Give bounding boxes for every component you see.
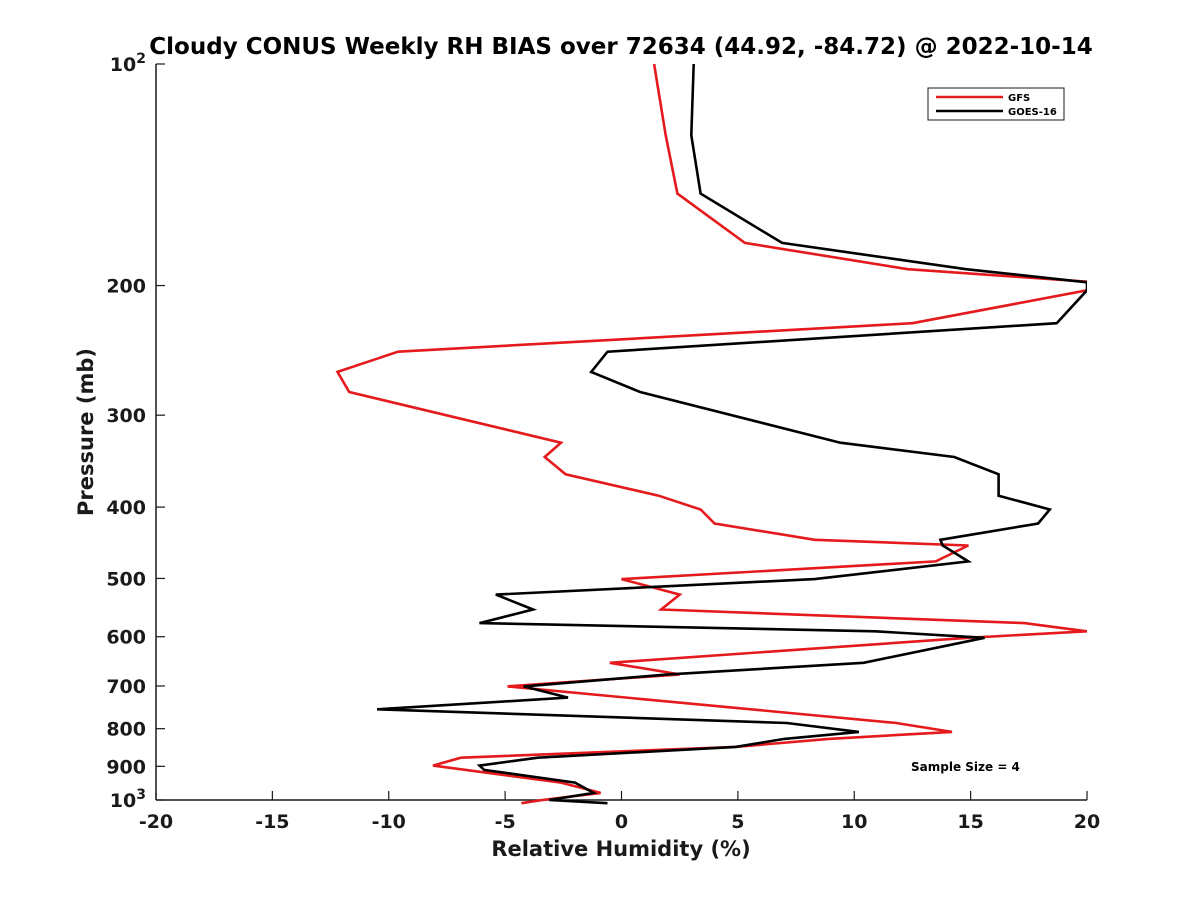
x-axis-label: Relative Humidity (%) — [491, 837, 750, 861]
y-tick-label: 103 — [110, 787, 146, 812]
x-tick-label: -5 — [495, 811, 516, 833]
legend-box — [927, 87, 1065, 121]
x-tick-label: -10 — [372, 811, 406, 833]
legend: GFS GOES-16 — [927, 87, 1065, 121]
x-tick-label: 20 — [1074, 811, 1100, 833]
y-tick-label: 300 — [106, 405, 146, 427]
series-line-goes16 — [377, 63, 1087, 805]
y-tick-label: 600 — [106, 627, 146, 649]
series-line-gfs — [335, 63, 1087, 805]
x-tick-label: 15 — [957, 811, 983, 833]
y-tick-label: 500 — [106, 568, 146, 590]
x-tick-label: 5 — [731, 811, 744, 833]
y-tick-label: 400 — [106, 497, 146, 519]
plot-area: -20 -15 -10 -5 0 5 10 15 20 102 200 300 400 500 600 700… — [106, 51, 1100, 833]
y-axis-label: Pressure (mb) — [74, 348, 98, 516]
sample-size-annotation: Sample Size = 4 — [911, 760, 1020, 774]
legend-label-gfs: GFS — [1008, 93, 1030, 104]
y-tick-label: 800 — [106, 719, 146, 741]
x-tick-label: -20 — [139, 811, 173, 833]
legend-label-goes16: GOES-16 — [1008, 107, 1057, 118]
x-tick-label: 0 — [615, 811, 628, 833]
y-tick-label: 102 — [110, 51, 146, 76]
y-tick-label: 700 — [106, 676, 146, 698]
x-tick-label: 10 — [841, 811, 867, 833]
chart-title: Cloudy CONUS Weekly RH BIAS over 72634 (… — [149, 34, 1092, 60]
x-tick-label: -15 — [255, 811, 289, 833]
y-tick-label: 900 — [106, 756, 146, 778]
series-layer — [335, 63, 1087, 805]
tick-layer: -20 -15 -10 -5 0 5 10 15 20 102 200 300 400 500 600 700… — [106, 51, 1100, 833]
y-tick-label: 200 — [106, 276, 146, 298]
